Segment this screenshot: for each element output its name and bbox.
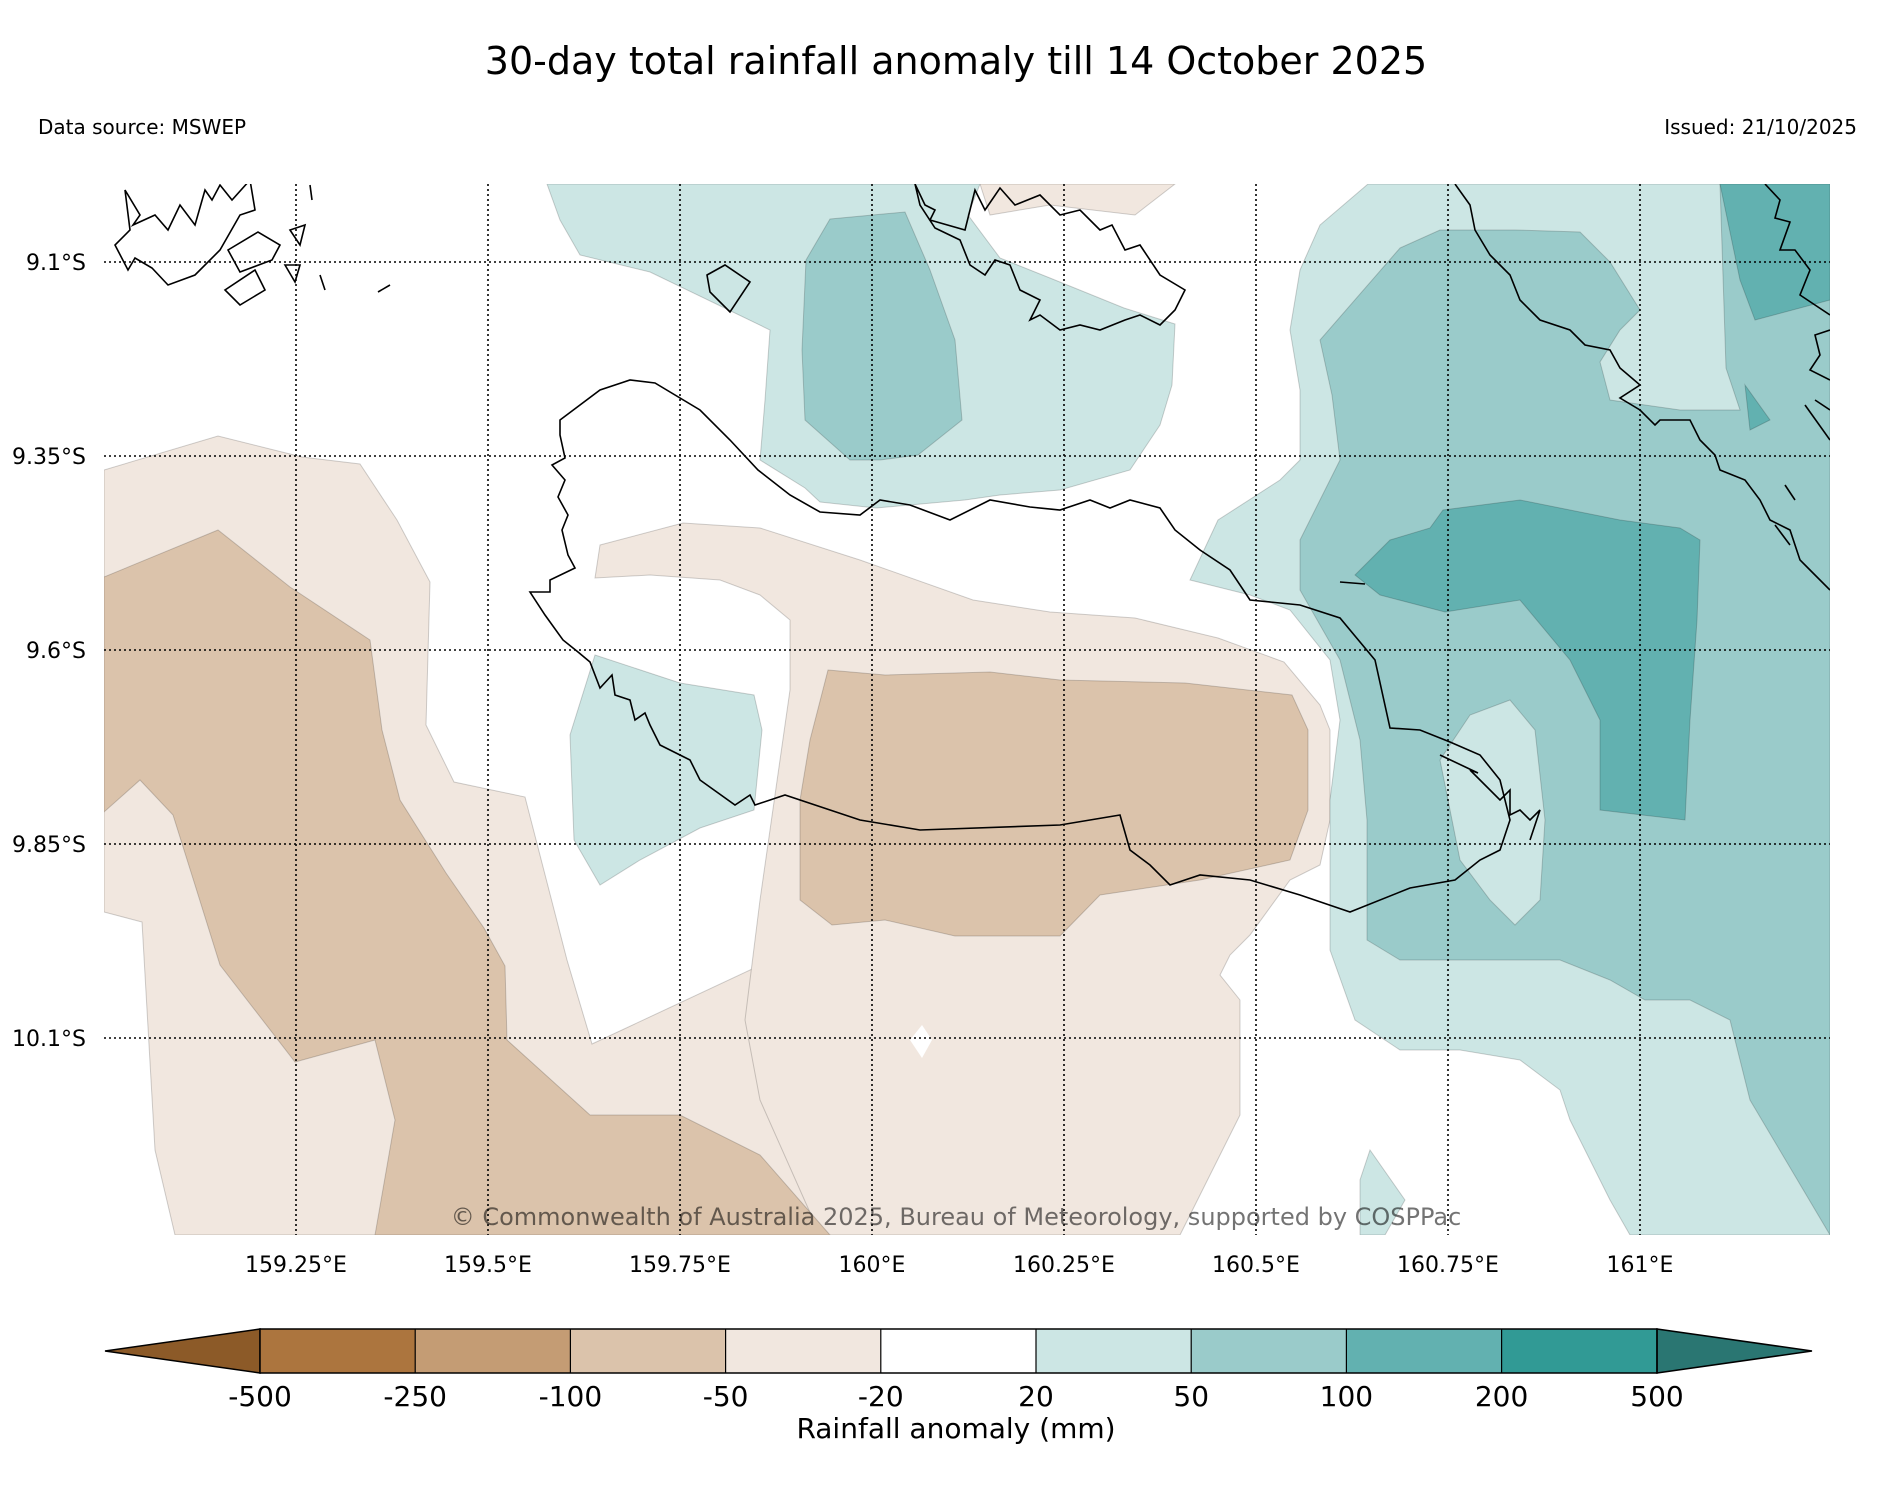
colorbar-tick: -20	[858, 1380, 904, 1413]
lat-label: 9.1°S	[26, 251, 86, 276]
coast-islet-4	[319, 274, 326, 291]
coast-island-southeast-islets	[1439, 754, 1541, 841]
lat-label: 10.1°S	[12, 1027, 86, 1052]
copyright-notice: © Commonwealth of Australia 2025, Bureau…	[451, 1203, 1462, 1231]
colorbar-tick: 200	[1475, 1380, 1528, 1413]
map-plot-area: © Commonwealth of Australia 2025, Bureau…	[104, 184, 1830, 1235]
wet-light-inner-southeast	[1439, 699, 1546, 926]
lat-label: 9.35°S	[12, 445, 86, 470]
coast-islet-7	[223, 268, 267, 307]
colorbar-bin	[880, 1329, 1036, 1373]
lon-label: 160.25°E	[1013, 1253, 1115, 1278]
colorbar-tick: -500	[228, 1380, 292, 1413]
coast-islet-1	[226, 231, 282, 273]
colorbar-bin	[1501, 1329, 1657, 1373]
dry-anomaly-regions	[104, 184, 1331, 1235]
wet-light-southeast-fragment	[1359, 1148, 1406, 1235]
dry-hole-small	[910, 1025, 932, 1058]
dry-mid-central	[799, 669, 1309, 937]
lon-label: 160.5°E	[1212, 1253, 1300, 1278]
graticule	[104, 184, 1830, 1235]
coast-line-small-3	[1784, 484, 1796, 501]
colorbar-extend-high	[1656, 1328, 1813, 1374]
colorbar-tick: 20	[1018, 1380, 1054, 1413]
wet-dark-east	[1354, 499, 1701, 821]
lat-label: 9.6°S	[26, 639, 86, 664]
lon-label: 160.75°E	[1397, 1253, 1499, 1278]
dry-mid-west	[104, 529, 831, 1235]
coast-island-east-edge-2	[1808, 329, 1830, 381]
lon-label: 161°E	[1607, 1253, 1674, 1278]
lon-label: 159.75°E	[629, 1253, 731, 1278]
coast-island-east-edge-3	[1814, 399, 1830, 411]
lon-label: 159.25°E	[245, 1253, 347, 1278]
coast-island-florida	[706, 264, 752, 314]
colorbar-tick: 500	[1630, 1380, 1683, 1413]
coast-line-small-2	[1774, 524, 1791, 546]
lon-label: 159.5°E	[444, 1253, 532, 1278]
colorbar-tick: -100	[539, 1380, 603, 1413]
issued-date-label: Issued: 21/10/2025	[1664, 115, 1857, 139]
latitude-labels: 9.1°S 9.35°S 9.6°S 9.85°S 10.1°S	[12, 251, 86, 1052]
coast-island-nggela	[914, 184, 1187, 331]
longitude-labels: 159.25°E 159.5°E 159.75°E 160°E 160.25°E…	[245, 1253, 1673, 1278]
lat-label: 9.85°S	[12, 833, 86, 858]
colorbar-outline	[259, 1328, 1658, 1374]
coast-line-small-1	[1339, 581, 1366, 585]
coast-islet-2	[288, 223, 307, 247]
lon-label: 160°E	[839, 1253, 906, 1278]
colorbar-bin	[725, 1329, 881, 1373]
wet-mid-east	[1299, 184, 1830, 1235]
wet-light-west-island	[569, 654, 763, 886]
colorbar-bin	[1036, 1329, 1192, 1373]
wet-dark-small	[1744, 383, 1771, 431]
coast-islet-5	[377, 284, 391, 293]
wet-anomaly-regions	[546, 184, 1830, 1235]
colorbar-tick: 50	[1173, 1380, 1209, 1413]
colorbar-tick: -250	[383, 1380, 447, 1413]
coast-island-guadalcanal	[528, 379, 1511, 913]
colorbar-bin	[1191, 1329, 1347, 1373]
colorbar-bin	[260, 1329, 416, 1373]
colorbar-extend-low	[104, 1328, 261, 1374]
colorbar: -500 -250 -100 -50 -20 20 50 100 200 500…	[104, 1328, 1813, 1445]
coast-islet-6	[309, 184, 313, 201]
wet-mid-north	[801, 211, 963, 461]
coast-island-east-edge-4	[1804, 404, 1830, 441]
coast-island-east-edge	[1764, 184, 1830, 316]
colorbar-tick: -50	[703, 1380, 749, 1413]
data-source-label: Data source: MSWEP	[38, 115, 246, 139]
colorbar-bin	[1346, 1329, 1502, 1373]
map-title: 30-day total rainfall anomaly till 14 Oc…	[485, 39, 1427, 83]
coast-island-northwest	[114, 184, 256, 286]
colorbar-label: Rainfall anomaly (mm)	[796, 1412, 1115, 1445]
colorbar-bin	[570, 1329, 726, 1373]
wet-dark-northeast	[1719, 184, 1830, 321]
colorbar-tick: 100	[1320, 1380, 1373, 1413]
coast-islet-3	[283, 264, 302, 284]
dry-light-north	[979, 184, 1176, 216]
colorbar-bin	[415, 1329, 571, 1373]
colorbar-dividers	[414, 1329, 1503, 1373]
